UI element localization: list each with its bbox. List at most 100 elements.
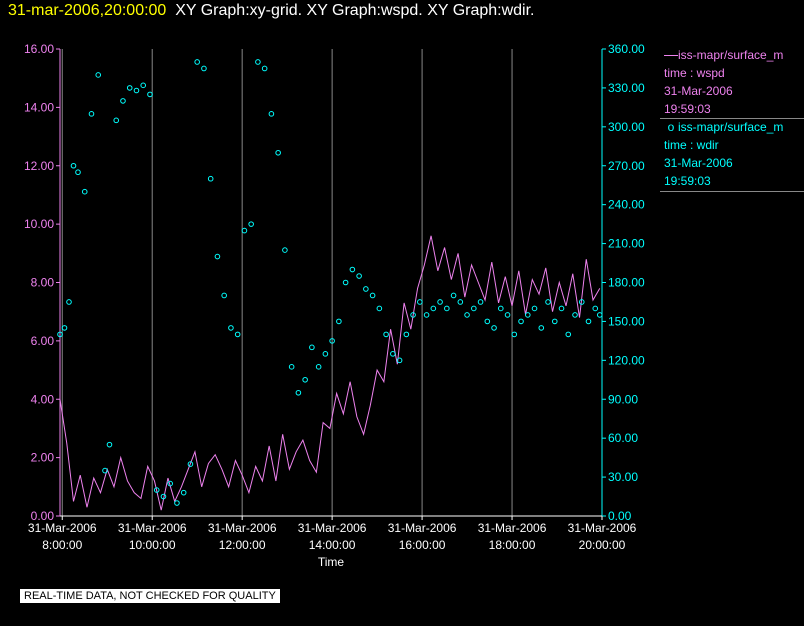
- wdir-point: [477, 299, 484, 305]
- right-tick-label: 150.00: [608, 314, 645, 328]
- wdir-point: [75, 169, 81, 176]
- wdir-point: [160, 493, 167, 500]
- left-tick-label: 10.00: [24, 217, 54, 231]
- wdir-point: [596, 312, 603, 318]
- wdir-point: [410, 312, 416, 318]
- wdir-point: [511, 331, 518, 338]
- x-tick-date: 31-Mar-2006: [388, 521, 457, 535]
- x-tick-time: 16:00:00: [399, 538, 446, 552]
- wdir-point: [504, 312, 511, 318]
- wdir-point: [120, 98, 126, 104]
- wdir-point: [241, 227, 248, 234]
- wdir-point: [565, 331, 572, 338]
- x-tick-time: 14:00:00: [309, 538, 356, 552]
- legend-wdir: o iss-mapr/surface_m time : wdir 31-Mar-2…: [664, 118, 804, 190]
- wdir-point: [261, 65, 268, 72]
- right-tick-label: 360.00: [608, 42, 645, 56]
- right-tick-label: 90.00: [608, 392, 638, 406]
- wdir-point: [106, 441, 113, 448]
- wdir-point: [207, 175, 214, 182]
- legend-wdir-date: 31-Mar-2006: [664, 156, 733, 170]
- right-tick-label: 120.00: [608, 353, 645, 367]
- legend-wspd-series: iss-mapr/surface_m: [664, 46, 804, 64]
- x-tick-date: 31-Mar-2006: [118, 521, 187, 535]
- wdir-point: [201, 65, 207, 72]
- wdir-point: [57, 331, 63, 338]
- wdir-point: [322, 351, 329, 357]
- wdir-point: [66, 299, 72, 305]
- wdir-point: [187, 461, 194, 467]
- wdir-point: [558, 305, 565, 312]
- wdir-point: [180, 489, 187, 496]
- wdir-point: [140, 82, 147, 89]
- wdir-point: [518, 318, 524, 325]
- wdir-point: [234, 331, 241, 338]
- wdir-point: [437, 299, 443, 305]
- wdir-point: [464, 312, 470, 318]
- x-tick-time: 20:00:00: [579, 538, 626, 552]
- left-tick-label: 0.00: [31, 509, 55, 523]
- legend-wspd-variable: time : wspd: [664, 66, 725, 80]
- wdir-point: [70, 162, 77, 169]
- left-tick-label: 14.00: [24, 100, 54, 114]
- right-tick-label: 210.00: [608, 237, 645, 251]
- wdir-point: [61, 325, 68, 331]
- wdir-point: [255, 59, 261, 65]
- wdir-point: [95, 72, 102, 78]
- wdir-point: [457, 299, 464, 305]
- wdir-point: [423, 312, 430, 318]
- left-tick-label: 4.00: [31, 392, 55, 406]
- right-tick-label: 180.00: [608, 276, 645, 290]
- wdir-point: [295, 389, 302, 396]
- legend-wspd-date: 31-Mar-2006: [664, 84, 733, 98]
- wdir-point: [214, 253, 221, 260]
- wdir-point: [450, 292, 457, 299]
- wdir-point: [153, 487, 160, 493]
- right-tick-label: 300.00: [608, 120, 645, 134]
- x-tick-date: 31-Mar-2006: [478, 521, 547, 535]
- x-tick-date: 31-Mar-2006: [568, 521, 637, 535]
- wdir-point: [126, 85, 133, 91]
- x-tick-time: 12:00:00: [219, 538, 266, 552]
- wdir-point: [417, 299, 423, 305]
- right-tick-label: 0.00: [608, 509, 632, 523]
- wdir-point: [585, 318, 592, 325]
- legend-wspd-time: 19:59:03: [664, 102, 711, 116]
- wdir-point: [484, 318, 491, 325]
- wdir-point: [551, 318, 558, 325]
- legend-wdir-series: o iss-mapr/surface_m: [664, 118, 804, 136]
- x-tick-time: 10:00:00: [129, 538, 176, 552]
- wdir-point: [538, 325, 545, 331]
- right-tick-label: 270.00: [608, 159, 645, 173]
- x-tick-date: 31-Mar-2006: [208, 521, 277, 535]
- wdir-point: [147, 91, 153, 98]
- wdir-point: [369, 292, 376, 299]
- wdir-point: [363, 286, 369, 292]
- legend-wdir-variable: time : wdir: [664, 138, 719, 152]
- wdir-point: [133, 87, 140, 94]
- legend-wdir-time: 19:59:03: [664, 174, 711, 188]
- left-tick-label: 12.00: [24, 159, 54, 173]
- wdir-point: [376, 305, 383, 312]
- x-tick-date: 31-Mar-2006: [298, 521, 367, 535]
- wdir-point: [248, 221, 254, 227]
- wdir-point: [309, 344, 315, 351]
- right-tick-label: 240.00: [608, 198, 645, 212]
- timestamp-label: 31-mar-2006,20:00:00: [8, 2, 167, 19]
- wdir-point: [88, 111, 95, 117]
- legend-wspd: iss-mapr/surface_m time : wspd 31-Mar-20…: [664, 46, 804, 118]
- wdir-point: [390, 351, 396, 357]
- wdir-point: [491, 325, 497, 331]
- left-tick-label: 6.00: [31, 334, 55, 348]
- wdir-point: [113, 117, 120, 124]
- wdir-point: [102, 467, 108, 474]
- wdir-point: [572, 312, 578, 318]
- legend-divider: [660, 118, 804, 119]
- wdir-point: [315, 364, 322, 370]
- wdir-point: [578, 299, 585, 305]
- right-tick-label: 330.00: [608, 81, 645, 95]
- wdir-point: [471, 305, 477, 312]
- graph-titles: XY Graph:xy-grid. XY Graph:wspd. XY Grap…: [175, 2, 535, 19]
- wdir-point: [81, 188, 88, 195]
